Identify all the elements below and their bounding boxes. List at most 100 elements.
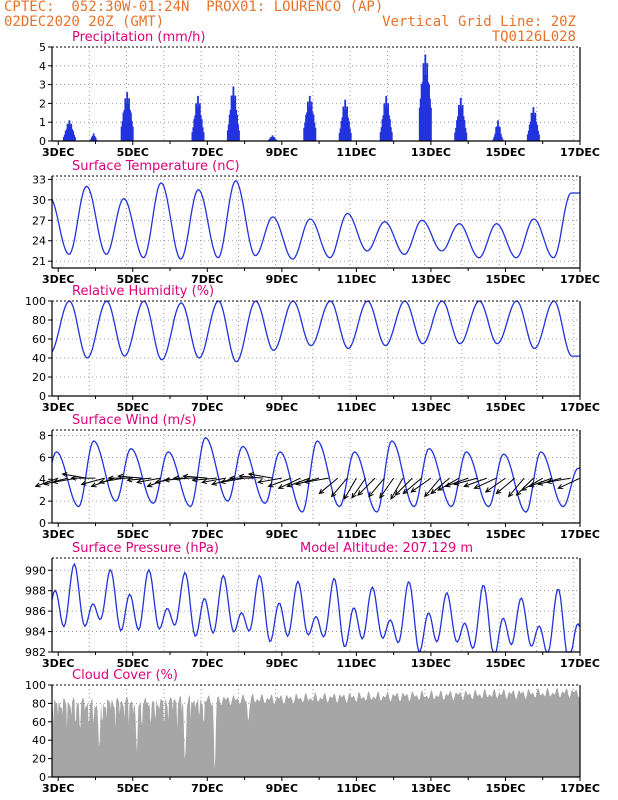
wind-arrow-head — [117, 473, 124, 480]
precip-bar — [420, 84, 423, 141]
precip-bar — [307, 101, 309, 141]
precip-bar — [465, 132, 468, 141]
wind-arrow-head — [507, 491, 514, 498]
precip-bar — [455, 127, 457, 141]
panel-4-ytick-label: 0 — [39, 517, 46, 530]
precip-bar — [231, 100, 234, 141]
panel-6-xtick-label: 15DEC — [485, 782, 525, 795]
panel-5-xtick-label: 15DEC — [485, 657, 525, 670]
wind-arrow — [118, 475, 143, 479]
precip-bar — [500, 136, 503, 141]
precip-bar — [69, 125, 72, 141]
precip-bar — [529, 121, 532, 141]
precip-bar — [428, 84, 430, 141]
wind-arrow-head — [484, 487, 491, 493]
precip-bar — [309, 106, 312, 141]
precip-bar — [195, 103, 198, 141]
precip-bar — [459, 97, 462, 141]
precip-bar — [424, 54, 427, 141]
precip-bar — [492, 139, 495, 141]
wind-arrow — [390, 477, 404, 500]
precip-bar — [268, 139, 271, 141]
panel-6-ytick-label: 100 — [25, 679, 46, 692]
panel-2-xtick-label: 9DEC — [266, 273, 298, 286]
precip-bar — [124, 98, 127, 141]
precip-bar — [66, 123, 69, 141]
wind-arrow — [464, 477, 487, 487]
panel-6-xtick-label: 3DEC — [42, 782, 74, 795]
wind-arrow-head — [515, 490, 522, 496]
panel-2-xtick-label: 13DEC — [411, 273, 451, 286]
precip-bar — [72, 131, 75, 141]
precip-bar — [535, 121, 538, 141]
wind-arrow-head — [286, 482, 293, 488]
panel-5-xtick-label: 9DEC — [266, 657, 298, 670]
precip-bar — [501, 139, 504, 141]
precip-bar — [387, 103, 389, 141]
wind-arrow-head — [463, 482, 470, 488]
precip-bar — [194, 115, 197, 141]
panel-5-ytick-label: 982 — [25, 646, 46, 659]
precip-bar — [237, 124, 239, 141]
precip-bar — [120, 126, 123, 141]
wind-arrow — [357, 477, 376, 496]
precip-bar — [426, 63, 429, 141]
wind-arrow — [295, 477, 320, 485]
wind-arrow-head — [80, 480, 87, 486]
precip-bar — [344, 99, 347, 141]
precip-bar — [123, 110, 126, 141]
wind-arrow — [402, 477, 422, 494]
wind-arrow — [394, 477, 413, 496]
precip-bar — [425, 74, 428, 141]
panel-1-xtick-label: 17DEC — [560, 146, 600, 159]
wind-arrow-head — [238, 473, 245, 480]
panel-1-xtick-label: 7DEC — [191, 146, 223, 159]
panel-4-ytick-label: 2 — [39, 495, 46, 508]
wind-arrow-head — [390, 493, 396, 500]
precip-bar — [381, 119, 384, 141]
precip-bar — [308, 95, 311, 141]
precip-bar — [312, 114, 315, 141]
precip-bar — [94, 137, 97, 141]
panel-5-ytick-label: 990 — [25, 564, 46, 577]
wind-arrow — [508, 477, 525, 497]
wind-arrow — [268, 477, 292, 487]
precip-bar — [95, 139, 98, 141]
panel-3-xtick-label: 13DEC — [411, 401, 451, 414]
wind-arrow-head — [351, 492, 357, 499]
precip-bar — [347, 117, 349, 141]
precip-bar — [274, 139, 277, 141]
panel-6-title: Cloud Cover (%) — [72, 668, 178, 683]
panel-1-ytick-label: 2 — [39, 97, 46, 110]
panel-2-ytick-label: 33 — [32, 173, 46, 186]
wind-arrow — [454, 477, 478, 485]
panel-3-xtick-label: 5DEC — [117, 401, 149, 414]
precip-bar — [303, 127, 306, 141]
wind-arrow-head — [146, 482, 153, 488]
precip-bar — [198, 103, 201, 141]
wind-arrow-head — [473, 484, 480, 489]
wind-arrow — [44, 477, 68, 485]
precip-bar — [233, 100, 236, 141]
precip-bar — [349, 132, 352, 141]
precip-bar — [384, 107, 387, 141]
panel-4-ytick-label: 6 — [39, 451, 46, 464]
precip-bar — [389, 127, 392, 141]
wind-arrow-head — [107, 475, 114, 481]
header-grid-note: Vertical Grid Line: 20Z — [382, 14, 576, 30]
wind-arrow-head — [444, 482, 451, 488]
panel-3-ytick-label: 40 — [32, 352, 46, 365]
panel-5-ytick-label: 984 — [25, 626, 46, 639]
precip-bar — [74, 136, 76, 141]
precip-bar — [272, 136, 275, 141]
wind-arrow-head — [267, 482, 274, 488]
precip-bar — [421, 82, 424, 141]
precip-bar — [531, 115, 534, 141]
panel-1-xtick-label: 13DEC — [411, 146, 451, 159]
header-station-line: CPTEC: 052:30W-01:24N PROX01: LOURENCO (… — [4, 0, 384, 15]
wind-arrow — [192, 477, 217, 481]
wind-arrow-head — [90, 482, 97, 488]
wind-arrow-head — [557, 484, 564, 489]
panel-4-title: Surface Wind (m/s) — [72, 413, 196, 428]
